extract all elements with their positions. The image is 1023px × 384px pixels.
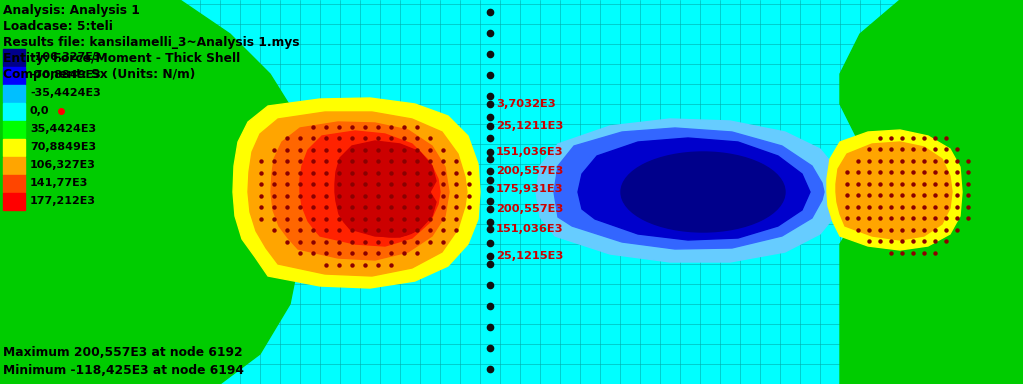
Polygon shape bbox=[536, 119, 842, 262]
Text: 151,036E3: 151,036E3 bbox=[496, 224, 564, 234]
Text: 3,7032E3: 3,7032E3 bbox=[496, 99, 555, 109]
Polygon shape bbox=[335, 141, 436, 237]
Text: 200,557E3: 200,557E3 bbox=[496, 166, 564, 176]
Text: Loadcase: 5:teli: Loadcase: 5:teli bbox=[3, 20, 113, 33]
Bar bbox=[3, 103, 25, 120]
Polygon shape bbox=[248, 112, 468, 276]
Polygon shape bbox=[300, 131, 440, 246]
Polygon shape bbox=[233, 98, 480, 288]
Text: -35,4424E3: -35,4424E3 bbox=[30, 88, 100, 99]
Ellipse shape bbox=[362, 146, 422, 178]
Text: Component: Sx (Units: N/m): Component: Sx (Units: N/m) bbox=[3, 68, 195, 81]
Bar bbox=[3, 67, 25, 84]
Text: 151,036E3: 151,036E3 bbox=[496, 147, 564, 157]
Bar bbox=[3, 157, 25, 174]
Bar bbox=[3, 85, 25, 102]
Text: Entity: Force/Moment - Thick Shell: Entity: Force/Moment - Thick Shell bbox=[3, 52, 240, 65]
Text: Minimum -118,425E3 at node 6194: Minimum -118,425E3 at node 6194 bbox=[3, 364, 243, 377]
Bar bbox=[3, 139, 25, 156]
Text: 35,4424E3: 35,4424E3 bbox=[30, 124, 96, 134]
Bar bbox=[3, 193, 25, 210]
Ellipse shape bbox=[621, 152, 785, 232]
Text: 141,77E3: 141,77E3 bbox=[30, 179, 88, 189]
Text: -106,327E3: -106,327E3 bbox=[30, 53, 100, 63]
Bar bbox=[3, 175, 25, 192]
Text: 25,1211E3: 25,1211E3 bbox=[496, 121, 564, 131]
Polygon shape bbox=[578, 138, 810, 240]
Text: Maximum 200,557E3 at node 6192: Maximum 200,557E3 at node 6192 bbox=[3, 346, 242, 359]
Text: 0,0: 0,0 bbox=[30, 106, 49, 116]
Polygon shape bbox=[554, 128, 824, 249]
Polygon shape bbox=[827, 130, 962, 250]
Text: Analysis: Analysis 1: Analysis: Analysis 1 bbox=[3, 4, 140, 17]
Text: 200,557E3: 200,557E3 bbox=[496, 204, 564, 214]
Text: Results file: kansilamelli_3~Analysis 1.mys: Results file: kansilamelli_3~Analysis 1.… bbox=[3, 36, 300, 49]
Text: 106,327E3: 106,327E3 bbox=[30, 161, 96, 170]
Polygon shape bbox=[271, 122, 449, 260]
Text: 70,8849E3: 70,8849E3 bbox=[30, 142, 96, 152]
Text: -70,8849E3: -70,8849E3 bbox=[30, 71, 100, 81]
Ellipse shape bbox=[362, 205, 422, 237]
Text: 25,1215E3: 25,1215E3 bbox=[496, 251, 564, 261]
Polygon shape bbox=[0, 0, 300, 384]
Polygon shape bbox=[836, 142, 952, 240]
Text: 175,931E3: 175,931E3 bbox=[496, 184, 564, 194]
Text: 177,212E3: 177,212E3 bbox=[30, 197, 96, 207]
Polygon shape bbox=[840, 0, 1023, 384]
Bar bbox=[3, 49, 25, 66]
Bar bbox=[3, 121, 25, 138]
Polygon shape bbox=[910, 114, 1023, 284]
